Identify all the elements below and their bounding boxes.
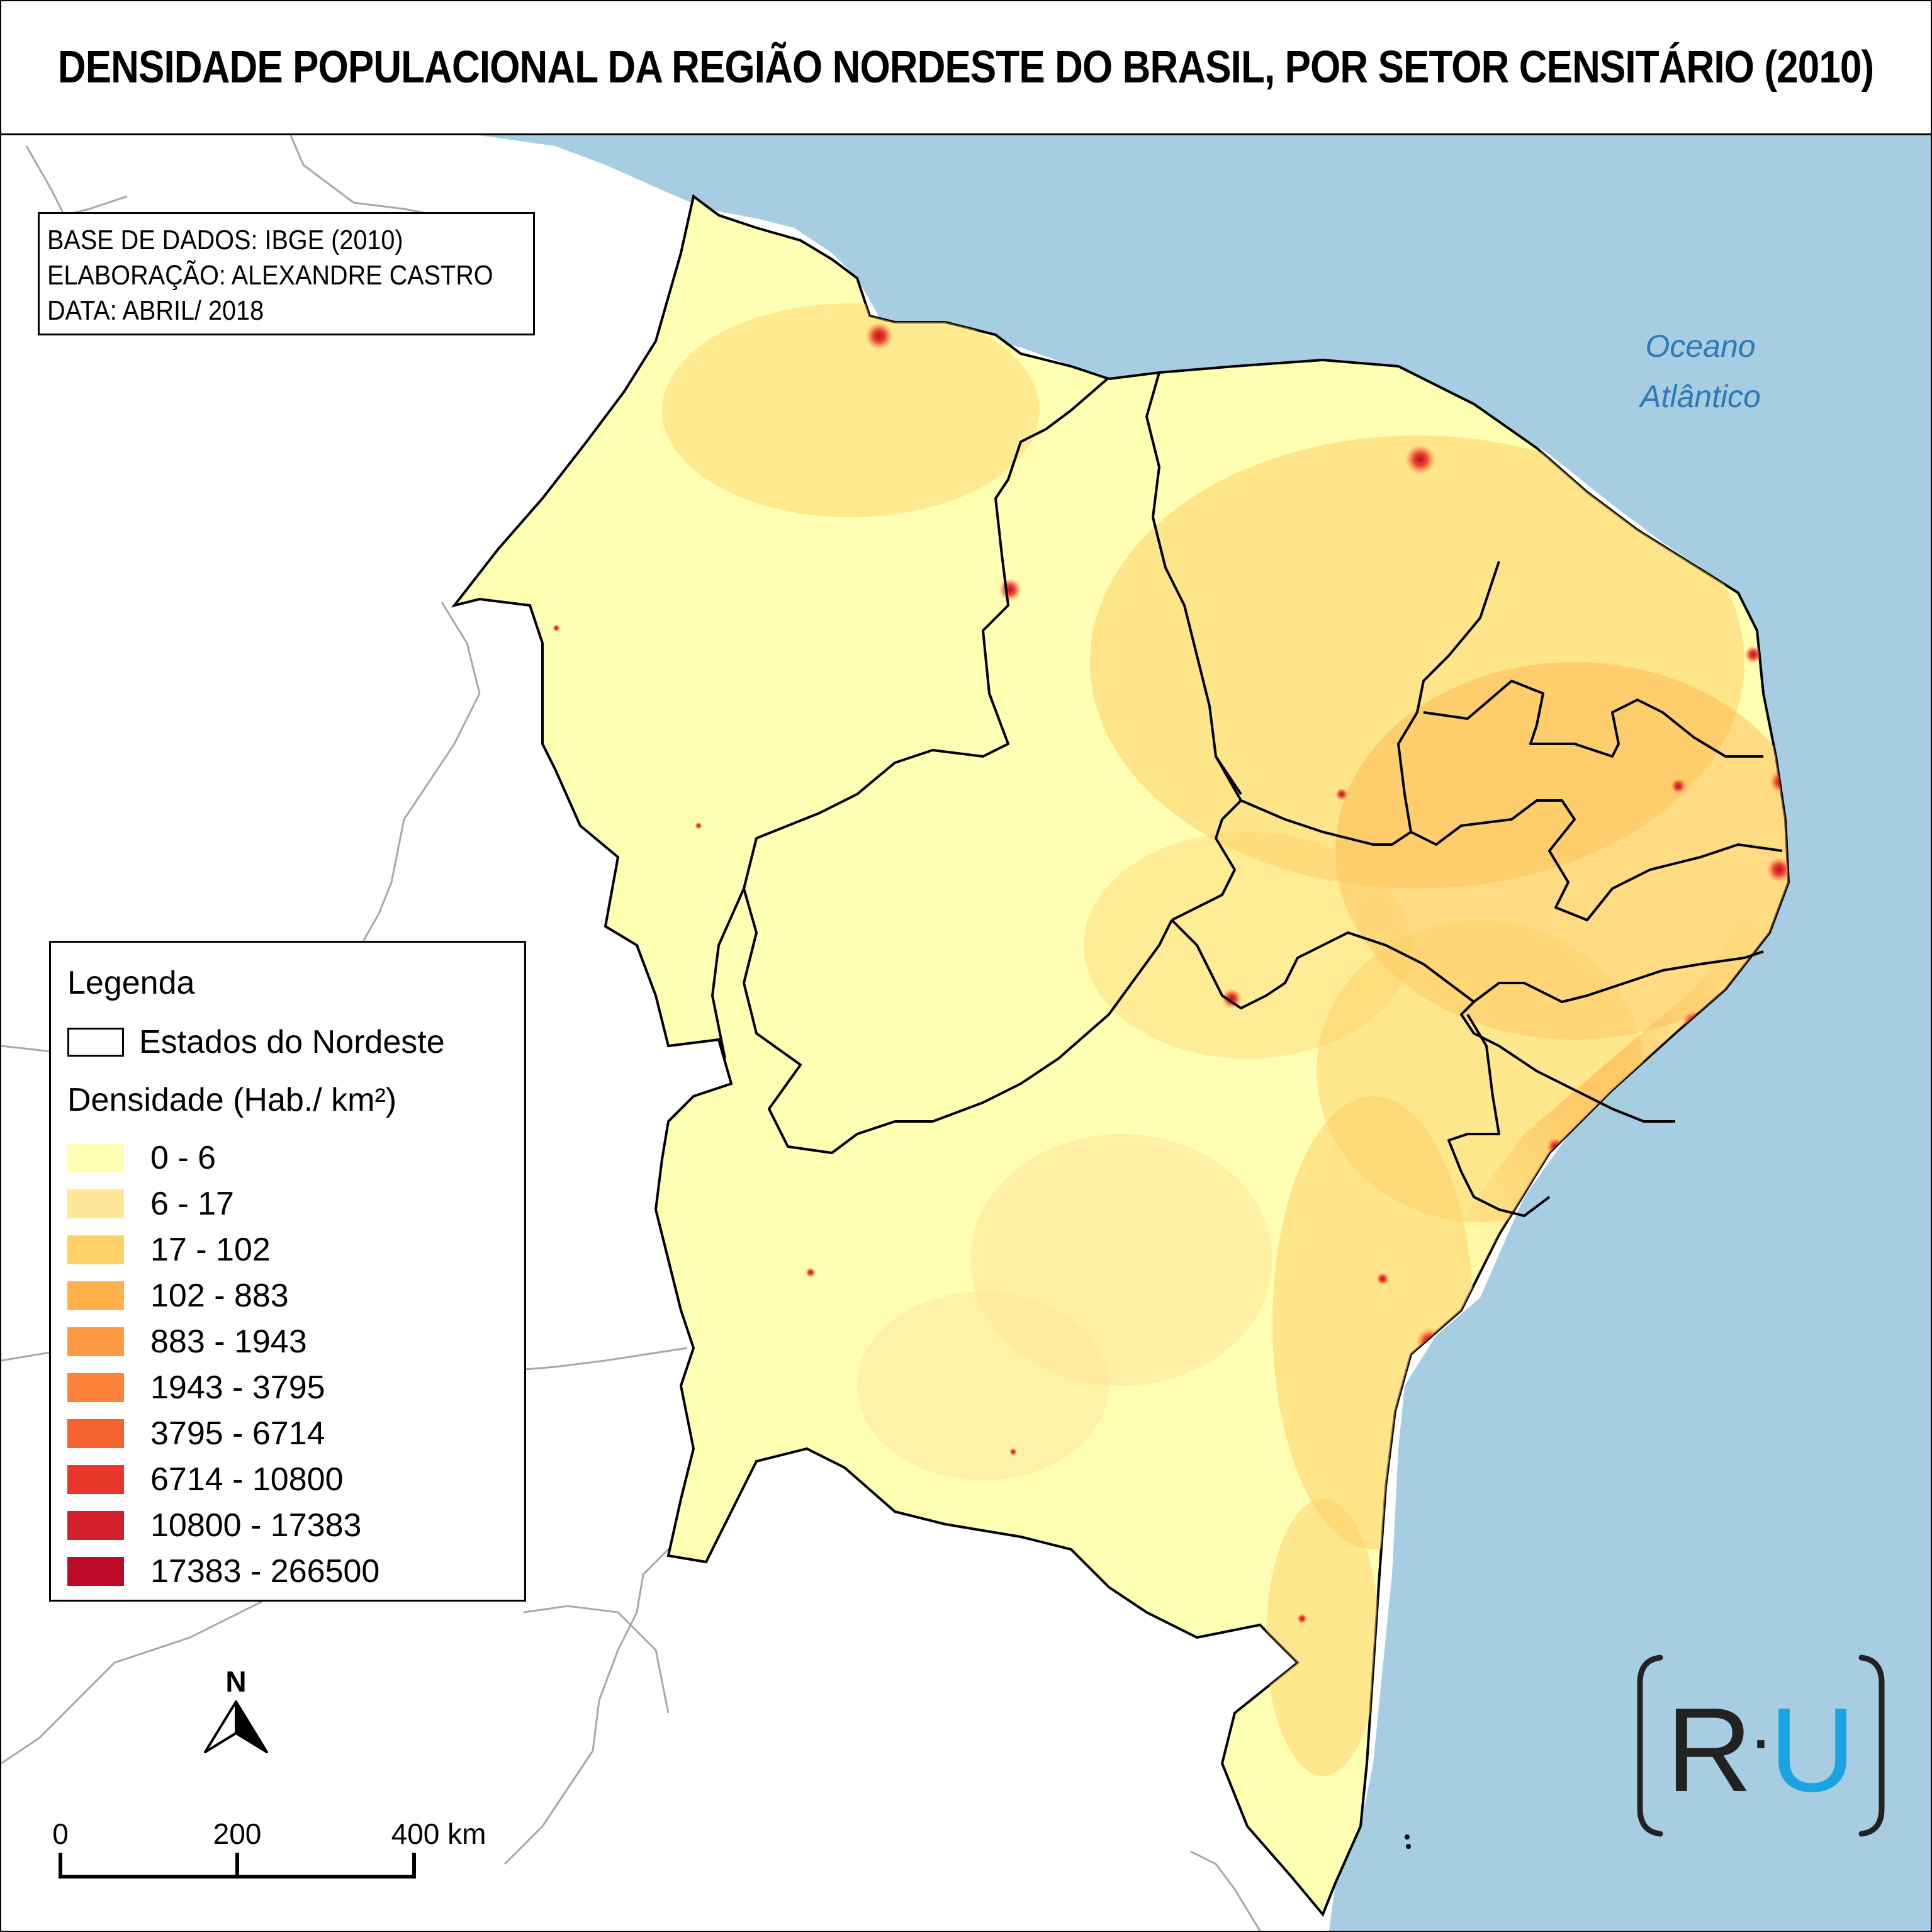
- scale-bar: 0 200 400 km: [52, 1817, 486, 1879]
- logo-letter-u: U: [1769, 1683, 1855, 1817]
- scale-tick-label-400: 400 km: [391, 1817, 486, 1850]
- legend-class-label: 17383 - 266500: [150, 1553, 380, 1590]
- legend-class-10: 17383 - 266500: [67, 1548, 379, 1594]
- legend-states-label: Estados do Nordeste: [139, 1024, 445, 1060]
- ru-logo: R · U: [1637, 1654, 1885, 1837]
- scale-tick-label-0: 0: [52, 1817, 69, 1850]
- legend-class-2: 6 - 17: [67, 1181, 379, 1227]
- legend-box: Legenda Estados do Nordeste Densidade (H…: [49, 941, 526, 1602]
- scale-tick-label-200: 200: [213, 1817, 262, 1850]
- legend-swatch: [67, 1464, 124, 1494]
- map-canvas: Oceano Atlântico: [1, 135, 1931, 1931]
- legend-swatch: [67, 1143, 124, 1172]
- ocean-label-line2: Atlântico: [1638, 379, 1761, 414]
- island-marker: [1405, 1834, 1410, 1839]
- legend-class-1: 0 - 6: [67, 1135, 379, 1181]
- state-boundaries: [711, 372, 1783, 1217]
- legend-swatch: [67, 1327, 124, 1356]
- logo-dot: ·: [1748, 1697, 1773, 1781]
- title-bar: DENSIDADE POPULACIONAL DA REGIÃO NORDEST…: [1, 1, 1931, 135]
- legend-class-label: 0 - 6: [150, 1139, 216, 1176]
- legend-class-label: 17 - 102: [150, 1231, 271, 1268]
- legend-swatch: [67, 1281, 124, 1310]
- atlantic-ocean: [480, 135, 1931, 1931]
- legend-class-label: 6 - 17: [150, 1185, 234, 1222]
- legend-density-title: Densidade (Hab./ km²): [67, 1082, 397, 1118]
- legend-class-6: 1943 - 3795: [67, 1364, 379, 1410]
- north-arrow-right-icon: [235, 1700, 268, 1753]
- legend-density-classes: 0 - 6 6 - 17 17 - 102 102 - 883 883 - 19…: [67, 1135, 379, 1594]
- legend-class-8: 6714 - 10800: [67, 1456, 379, 1502]
- north-arrow-left-icon: [204, 1700, 237, 1753]
- scale-bar-line: [59, 1853, 416, 1879]
- legend-class-label: 102 - 883: [150, 1277, 289, 1314]
- legend-swatch: [67, 1189, 124, 1218]
- north-label: N: [225, 1665, 246, 1698]
- credits-box: BASE DE DADOS: IBGE (2010) ELABORAÇÃO: A…: [38, 212, 535, 335]
- legend-class-label: 6714 - 10800: [150, 1461, 344, 1498]
- logo-right-bracket-icon: [1858, 1654, 1885, 1837]
- logo-left-bracket-icon: [1637, 1654, 1663, 1837]
- legend-class-4: 102 - 883: [67, 1272, 379, 1318]
- legend-swatch: [67, 1373, 124, 1402]
- legend-class-7: 3795 - 6714: [67, 1410, 379, 1456]
- north-arrow: N: [204, 1665, 268, 1753]
- density-overlay: [553, 303, 1789, 1776]
- legend-class-label: 883 - 1943: [150, 1323, 307, 1360]
- legend-class-label: 1943 - 3795: [150, 1369, 325, 1406]
- legend-class-label: 10800 - 17383: [150, 1507, 362, 1544]
- ocean-label-line1: Oceano: [1645, 329, 1755, 364]
- island-marker: [1406, 1844, 1411, 1849]
- legend-states-entry: Estados do Nordeste: [67, 1023, 445, 1061]
- credits-source: BASE DE DADOS: IBGE (2010): [47, 225, 403, 256]
- credits-author: ELABORAÇÃO: ALEXANDRE CASTRO: [47, 260, 493, 291]
- legend-swatch: [67, 1418, 124, 1448]
- legend-title: Legenda: [67, 965, 195, 1001]
- map-title: DENSIDADE POPULACIONAL DA REGIÃO NORDEST…: [58, 42, 1874, 93]
- legend-states-swatch: [67, 1028, 124, 1057]
- legend-class-9: 10800 - 17383: [67, 1502, 379, 1548]
- legend-swatch: [67, 1235, 124, 1264]
- legend-class-5: 883 - 1943: [67, 1318, 379, 1364]
- legend-class-3: 17 - 102: [67, 1227, 379, 1272]
- legend-swatch: [67, 1510, 124, 1540]
- legend-class-label: 3795 - 6714: [150, 1415, 325, 1452]
- legend-swatch: [67, 1556, 124, 1586]
- logo-letter-r: R: [1666, 1683, 1752, 1817]
- credits-date: DATA: ABRIL/ 2018: [47, 295, 264, 326]
